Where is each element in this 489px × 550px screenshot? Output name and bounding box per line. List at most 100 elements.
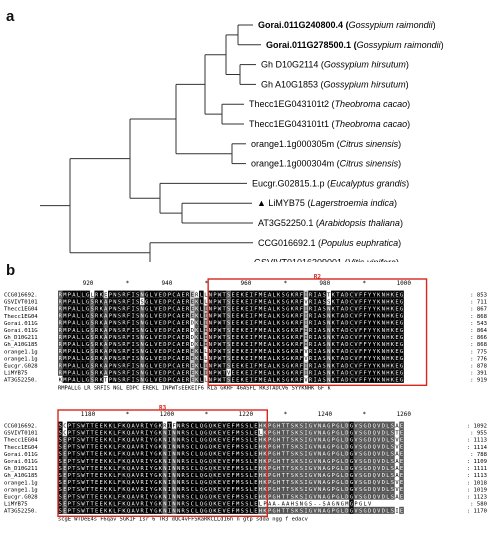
residue-shade [171,435,177,443]
residue: G [364,438,367,444]
residue: E [245,370,248,376]
residue: V [354,445,358,451]
residue: T [72,466,76,472]
residue-shade [144,485,150,493]
residue: S [59,445,62,451]
residue-shade [80,368,86,376]
residue: A [323,438,327,444]
residue: A [104,349,108,355]
residue: T [336,321,340,327]
residue-shade [176,333,181,341]
residue-shade [344,297,350,305]
residue: T [336,342,340,348]
residue: M [63,328,67,334]
residue-shade [253,457,259,465]
residue-shade [158,442,163,450]
residue-shade [226,499,231,507]
residue-shade [353,297,359,305]
residue-shade [108,421,113,429]
residue: P [68,378,71,384]
residue-shade [71,478,77,486]
residue: Q [200,480,203,486]
residue-shade [180,492,186,500]
residue: K [332,307,336,313]
residue: M [236,438,240,444]
residue: F [300,356,303,362]
residue-shade [176,435,181,443]
residue: K [332,321,336,327]
residue: V [222,430,226,436]
residue-shade [180,311,186,319]
residue-shade [262,485,268,493]
residue: S [59,480,62,486]
residue-shade [176,297,181,305]
residue-shade [399,368,404,376]
residue: H [386,342,389,348]
residue-shade [76,421,81,429]
residue-shade [98,304,104,312]
residue: R [295,328,299,334]
leaf-close-paren: ) [406,60,409,70]
residue-shade [371,319,377,327]
residue-shade [94,333,99,341]
residue: K [213,452,217,458]
residue: L [81,363,84,369]
residue: V [313,452,317,458]
sequence-end-position: : 1123 [467,495,487,501]
residue: S [300,466,303,472]
residue: L [81,328,84,334]
residue: G [350,501,353,507]
residue-shade [262,464,268,472]
residue-shade [62,485,68,493]
residue: E [263,349,266,355]
residue: L [195,452,198,458]
residue-shade [203,368,209,376]
residue: R [141,452,145,458]
residue-shade [176,304,181,312]
residue: K [291,292,295,298]
residue-shade [67,326,72,334]
residue-shade [280,506,286,514]
residue-shade [112,428,118,436]
residue-shade [112,347,118,355]
residue-shade [271,375,277,383]
residue: S [241,438,244,444]
residue: V [354,328,358,334]
residue-shade [376,326,382,334]
residue: L [200,335,203,341]
residue: G [204,445,207,451]
residue-shade [71,464,77,472]
residue-shade [381,354,386,362]
residue: I [145,494,148,500]
residue: L [341,445,344,451]
residue-shade [199,354,204,362]
residue-shade [221,375,227,383]
residue: Q [200,487,203,493]
residue: R [295,299,299,305]
residue: G [309,430,312,436]
residue: L [273,378,276,384]
residue: S [245,494,248,500]
residue-shade [199,442,204,450]
residue-shade [139,354,145,362]
residue: K [104,452,108,458]
residue-shade [135,333,140,341]
residue-shade [212,492,218,500]
residue-shade [212,304,218,312]
residue-shade [362,428,368,436]
residue: K [391,321,395,327]
residue: V [313,445,317,451]
residue: A [72,356,76,362]
residue: S [77,452,80,458]
residue-shade [212,375,218,383]
residue: R [141,438,145,444]
residue-shade [326,471,332,479]
residue-shade [130,442,136,450]
residue: P [68,307,71,313]
residue-shade [349,506,354,514]
residue: H [277,445,280,451]
residue: E [232,314,235,320]
residue-shade [235,354,241,362]
motif-box-label: R2 [314,274,322,281]
residue-shade [176,442,181,450]
